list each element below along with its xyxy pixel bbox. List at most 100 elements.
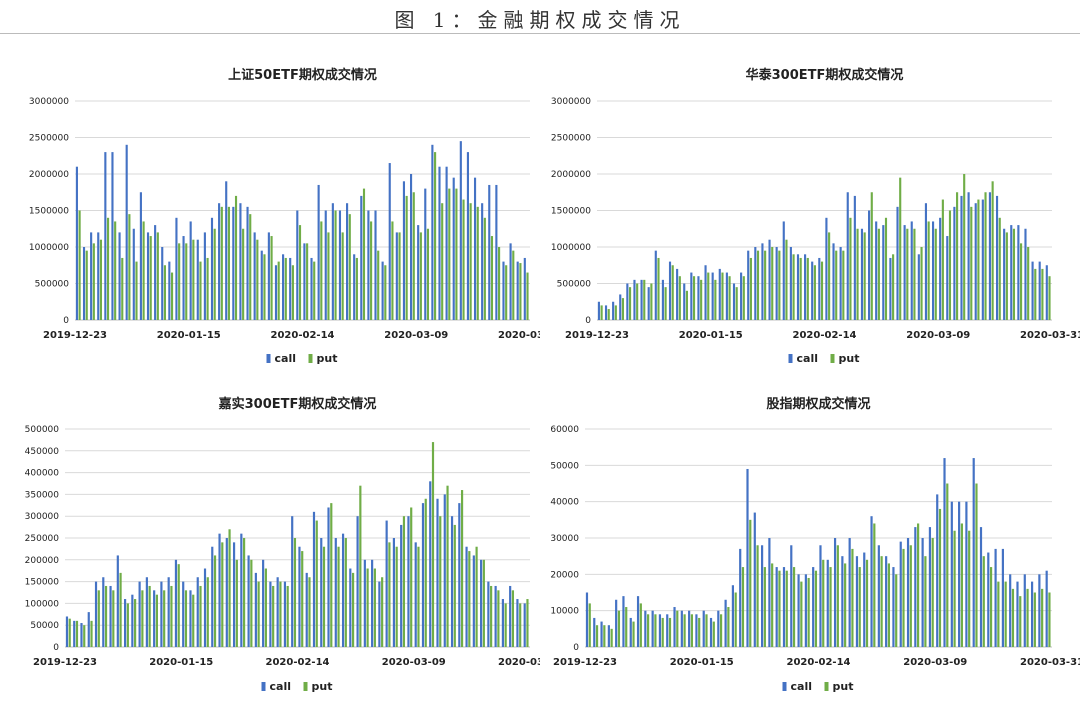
bar-put bbox=[678, 276, 681, 320]
bar-call bbox=[1038, 261, 1041, 320]
bar-call bbox=[658, 614, 662, 647]
bar-call bbox=[298, 546, 301, 647]
bar-put bbox=[1020, 243, 1023, 320]
bar-call bbox=[960, 195, 963, 320]
bar-put bbox=[279, 581, 282, 647]
x-tick-label: 2019-12-23 bbox=[565, 330, 629, 341]
bar-put bbox=[504, 603, 507, 647]
bar-call bbox=[629, 617, 632, 647]
x-tick-label: 2020-01-15 bbox=[670, 657, 734, 668]
bar-call bbox=[853, 195, 856, 320]
bar-call bbox=[761, 243, 764, 320]
bar-call bbox=[218, 203, 221, 320]
x-tick-label: 2020-01-15 bbox=[149, 657, 213, 668]
bar-call bbox=[225, 538, 228, 647]
bar-call bbox=[709, 617, 713, 647]
bar-put bbox=[362, 188, 366, 320]
bar-call bbox=[673, 607, 676, 647]
bar-call bbox=[523, 257, 526, 320]
bar-put bbox=[455, 188, 458, 320]
bar-put bbox=[800, 581, 803, 647]
bar-call bbox=[914, 527, 917, 647]
bar-call bbox=[495, 184, 498, 320]
y-tick-label: 0 bbox=[63, 316, 69, 326]
bar-call bbox=[790, 545, 793, 647]
figure-title: 图 1：金融期权成交情况 bbox=[394, 8, 686, 32]
bar-call bbox=[331, 203, 334, 320]
bar-put bbox=[844, 563, 847, 647]
bar-call bbox=[203, 232, 206, 320]
bar-call bbox=[965, 501, 968, 647]
bar-call bbox=[717, 610, 720, 647]
bar-put bbox=[370, 221, 373, 320]
bar-put bbox=[654, 614, 657, 647]
bar-put bbox=[348, 214, 351, 320]
bar-call bbox=[731, 585, 734, 647]
bar-put bbox=[749, 519, 752, 647]
bar-put bbox=[228, 529, 231, 647]
bar-call bbox=[480, 559, 483, 647]
bar-put bbox=[439, 516, 442, 647]
y-tick-label: 500000 bbox=[35, 280, 70, 290]
bar-put bbox=[431, 442, 435, 647]
bar-call bbox=[102, 577, 105, 647]
bar-call bbox=[409, 174, 413, 320]
bar-call bbox=[899, 541, 902, 647]
bar-call bbox=[683, 283, 686, 320]
bar-call bbox=[267, 232, 270, 320]
bar-call bbox=[1038, 574, 1041, 647]
bar-call bbox=[109, 585, 112, 647]
bar-put bbox=[906, 228, 909, 320]
legend-label-call: call bbox=[797, 352, 818, 365]
bar-call bbox=[903, 225, 906, 320]
legend-swatch-put bbox=[824, 682, 829, 691]
bar-put bbox=[398, 232, 401, 320]
bar-call bbox=[676, 268, 679, 320]
bar-put bbox=[960, 523, 963, 647]
bar-put bbox=[690, 614, 693, 647]
bar-put bbox=[121, 257, 124, 320]
bar-call bbox=[392, 538, 395, 647]
bar-put bbox=[308, 577, 311, 647]
bar-call bbox=[987, 552, 990, 647]
bar-put bbox=[931, 538, 934, 647]
bar-put bbox=[982, 556, 985, 647]
bar-call bbox=[317, 184, 320, 320]
bar-call bbox=[65, 616, 69, 647]
bar-call bbox=[94, 581, 98, 647]
bar-call bbox=[832, 243, 835, 320]
y-tick-label: 0 bbox=[53, 643, 59, 653]
bar-call bbox=[327, 507, 330, 647]
bar-put bbox=[588, 603, 591, 647]
bar-call bbox=[125, 144, 128, 320]
bar-put bbox=[1004, 581, 1007, 647]
bar-call bbox=[374, 210, 377, 320]
bar-put bbox=[206, 577, 209, 647]
bar-put bbox=[490, 236, 494, 320]
bar-call bbox=[402, 181, 406, 320]
bar-put bbox=[192, 239, 195, 320]
y-tick-label: 50000 bbox=[550, 461, 579, 471]
bar-put bbox=[1041, 588, 1044, 647]
bar-call bbox=[283, 581, 287, 647]
bar-call bbox=[651, 610, 654, 647]
bar-put bbox=[391, 221, 394, 320]
bar-put bbox=[320, 221, 323, 320]
bar-put bbox=[820, 261, 824, 320]
bar-call bbox=[619, 294, 622, 320]
legend-label-call: call bbox=[791, 680, 812, 693]
bar-put bbox=[863, 232, 866, 320]
bar-put bbox=[749, 257, 752, 320]
bar-put bbox=[424, 498, 427, 647]
bar-call bbox=[870, 516, 873, 647]
bar-put bbox=[441, 203, 444, 320]
bar-put bbox=[359, 485, 362, 647]
bar-call bbox=[746, 468, 749, 647]
bar-put bbox=[498, 247, 501, 320]
bar-call bbox=[636, 596, 640, 647]
bar-put bbox=[632, 621, 635, 647]
bar-call bbox=[153, 590, 156, 647]
bar-call bbox=[972, 458, 975, 647]
bar-call bbox=[75, 166, 78, 320]
bar-put bbox=[178, 243, 181, 320]
